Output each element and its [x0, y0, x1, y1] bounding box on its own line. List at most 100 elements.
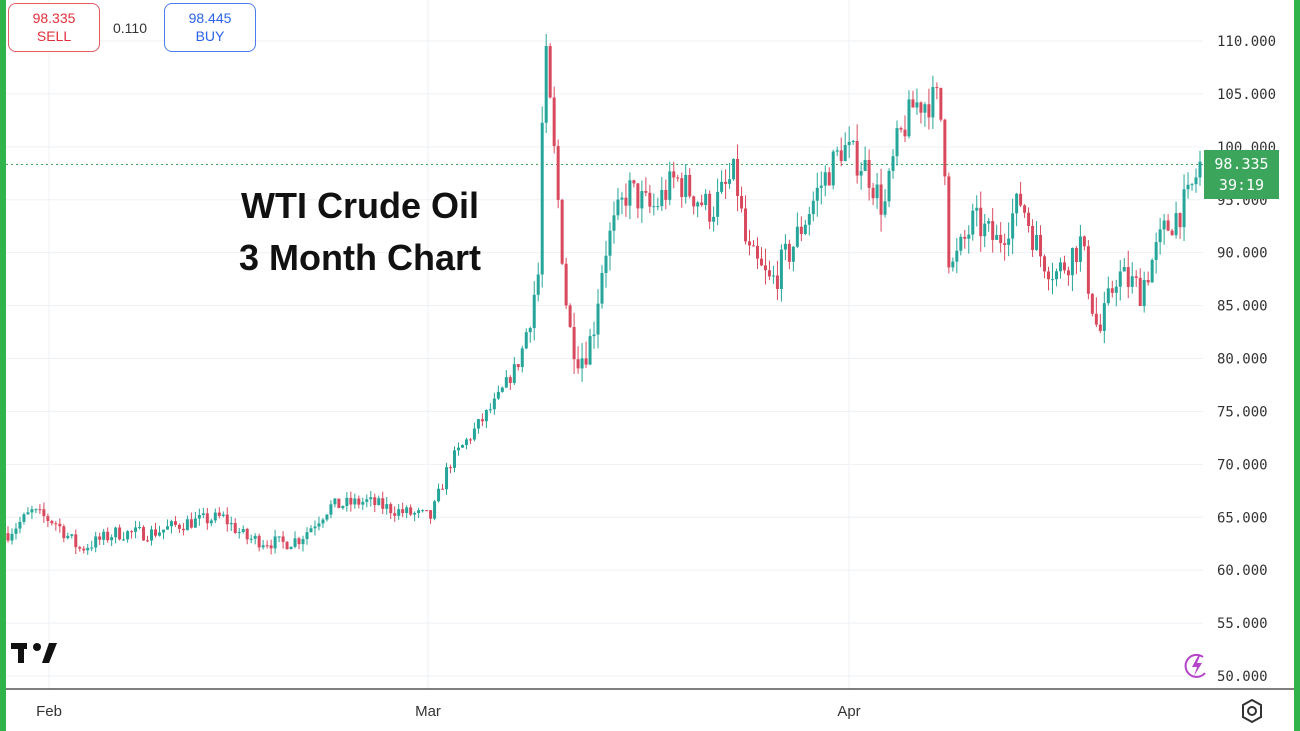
candle — [692, 195, 696, 215]
candle — [548, 43, 552, 99]
settings-icon[interactable] — [1239, 698, 1265, 724]
candle — [500, 386, 504, 393]
candle — [1182, 174, 1186, 242]
candle — [556, 139, 560, 209]
y-tick-label: 80.000 — [1217, 352, 1268, 368]
bar-countdown: 39:19 — [1218, 176, 1265, 194]
candle — [488, 403, 492, 414]
candle — [58, 518, 62, 533]
candle — [927, 88, 931, 130]
candle — [1039, 225, 1043, 268]
candle — [1050, 262, 1054, 295]
candle — [345, 492, 349, 512]
candle — [22, 512, 26, 525]
candle — [118, 524, 122, 541]
candle — [1058, 257, 1062, 279]
candle — [751, 240, 755, 247]
candle — [173, 516, 177, 527]
candle — [604, 240, 608, 288]
candle — [983, 214, 987, 248]
candle — [516, 363, 520, 371]
candle — [433, 499, 437, 521]
candle — [142, 525, 146, 541]
candle — [78, 545, 82, 552]
candle — [819, 171, 823, 205]
candle — [544, 34, 548, 134]
candle — [1011, 198, 1015, 255]
y-tick-label: 105.000 — [1217, 87, 1276, 103]
candle — [883, 189, 887, 218]
candle — [329, 500, 333, 519]
candle — [700, 194, 704, 207]
candle — [1122, 257, 1126, 272]
candle — [492, 392, 496, 415]
candle — [281, 531, 285, 549]
candle — [596, 289, 600, 349]
candle — [592, 321, 596, 349]
candle — [720, 170, 724, 194]
candle — [161, 529, 165, 540]
candle — [484, 409, 488, 429]
candle — [612, 201, 616, 244]
candle — [393, 506, 397, 522]
candle — [987, 217, 991, 232]
buy-button[interactable]: 98.445 BUY — [164, 3, 256, 52]
candle — [66, 532, 70, 540]
candle — [1054, 268, 1058, 287]
candle — [480, 413, 484, 427]
candle — [955, 237, 959, 274]
y-tick-label: 55.000 — [1217, 616, 1268, 632]
candle — [50, 519, 54, 526]
bolt-icon[interactable] — [1183, 651, 1209, 681]
candle — [1190, 182, 1194, 191]
candle — [86, 543, 90, 555]
candle — [716, 178, 720, 226]
candle — [704, 189, 708, 211]
candle — [373, 493, 377, 513]
candle — [1150, 258, 1154, 283]
candle — [277, 536, 281, 543]
candle — [724, 169, 728, 199]
candle — [1007, 222, 1011, 257]
sell-button[interactable]: 98.335 SELL — [8, 3, 100, 52]
candle — [799, 216, 803, 242]
x-tick-label: Apr — [837, 703, 860, 720]
candle — [975, 195, 979, 227]
candle — [349, 491, 353, 512]
candle — [560, 198, 564, 266]
candle — [325, 514, 329, 522]
candle — [1082, 235, 1086, 251]
candle — [10, 528, 14, 545]
candle — [389, 502, 393, 520]
candle — [265, 540, 269, 549]
candle — [1070, 247, 1074, 292]
candle — [1126, 250, 1130, 299]
candle — [815, 172, 819, 217]
candle — [947, 172, 951, 274]
candle — [449, 464, 453, 474]
candle — [636, 183, 640, 219]
candle — [401, 502, 405, 518]
candle — [668, 161, 672, 206]
tradingview-logo[interactable] — [11, 640, 59, 666]
candle — [321, 518, 325, 528]
candle — [6, 526, 10, 543]
candle — [528, 326, 532, 343]
candle — [823, 165, 827, 197]
candle — [895, 120, 899, 166]
candle — [369, 490, 373, 507]
candle — [42, 502, 46, 523]
candle — [313, 520, 317, 536]
candle — [1154, 232, 1158, 274]
y-tick-label: 60.000 — [1217, 563, 1268, 579]
candle — [421, 509, 425, 513]
candle — [963, 230, 967, 249]
candle — [217, 507, 221, 519]
candle — [939, 87, 943, 122]
candle — [728, 162, 732, 189]
candle — [656, 197, 660, 211]
candle — [628, 172, 632, 220]
candle — [460, 444, 464, 448]
candle — [381, 491, 385, 515]
